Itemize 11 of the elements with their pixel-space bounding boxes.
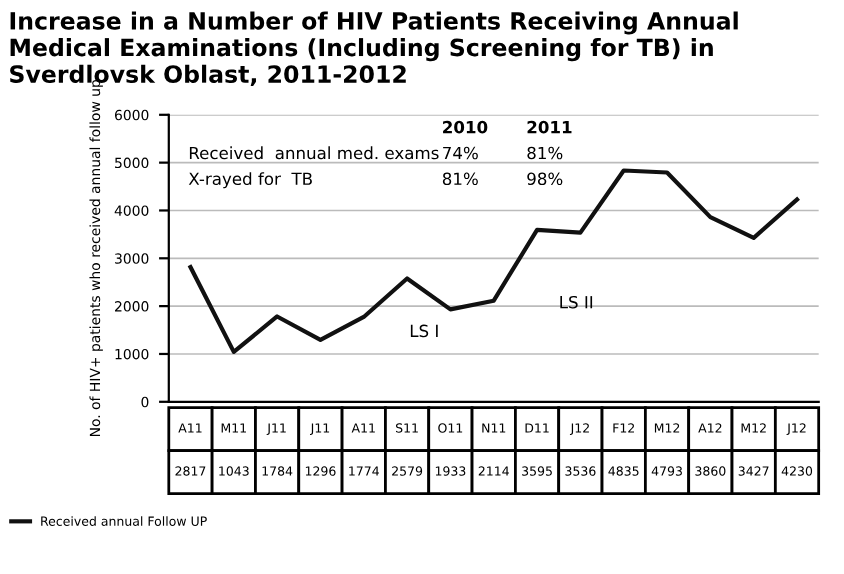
annotation: Received annual med. exams: [189, 146, 439, 160]
annotation: X-rayed for TB: [188, 172, 312, 189]
annotation: 2011: [527, 120, 572, 134]
annotation: 2010: [443, 120, 488, 134]
annotation: 98%: [527, 172, 563, 186]
annotation: 74%: [443, 146, 478, 160]
annotation: 81%: [442, 172, 478, 186]
line-series: [188, 168, 800, 354]
annotation: LS I: [410, 324, 438, 338]
annotation: LS II: [560, 295, 593, 309]
annotation: 81%: [527, 146, 563, 160]
